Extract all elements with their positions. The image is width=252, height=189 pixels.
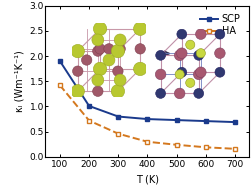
- Circle shape: [114, 34, 126, 46]
- Circle shape: [174, 88, 185, 99]
- Line: SCP: SCP: [57, 59, 237, 125]
- Circle shape: [111, 44, 124, 58]
- Circle shape: [215, 67, 225, 77]
- Circle shape: [114, 74, 126, 86]
- Circle shape: [113, 66, 123, 76]
- Circle shape: [194, 69, 204, 80]
- Circle shape: [93, 86, 103, 96]
- Circle shape: [73, 66, 83, 76]
- HA: [146, 141, 149, 143]
- Circle shape: [196, 67, 206, 77]
- Circle shape: [93, 46, 103, 56]
- SCP: [233, 121, 236, 123]
- Circle shape: [194, 50, 204, 60]
- Circle shape: [177, 29, 187, 39]
- Circle shape: [196, 29, 206, 40]
- SCP: [88, 105, 91, 107]
- Circle shape: [93, 62, 107, 76]
- HA: [117, 132, 120, 135]
- Circle shape: [176, 48, 187, 59]
- SCP: [175, 119, 178, 121]
- Circle shape: [186, 40, 195, 49]
- Circle shape: [95, 44, 105, 54]
- SCP: [146, 118, 149, 120]
- Circle shape: [134, 62, 147, 76]
- SCP: [117, 115, 120, 118]
- Circle shape: [92, 34, 104, 46]
- Circle shape: [135, 44, 145, 54]
- SCP: [58, 60, 61, 62]
- Circle shape: [93, 22, 107, 36]
- Legend: SCP, HA: SCP, HA: [198, 12, 243, 38]
- HA: [58, 84, 61, 86]
- Circle shape: [196, 49, 205, 58]
- Line: HA: HA: [57, 83, 237, 151]
- HA: [204, 146, 207, 148]
- Circle shape: [177, 67, 187, 77]
- Circle shape: [215, 29, 225, 39]
- Circle shape: [156, 50, 166, 60]
- Circle shape: [115, 44, 125, 54]
- Circle shape: [71, 84, 84, 98]
- Circle shape: [92, 74, 104, 86]
- Circle shape: [81, 55, 92, 65]
- Circle shape: [71, 44, 84, 58]
- Y-axis label: κₗ (Wm⁻¹K⁻¹): κₗ (Wm⁻¹K⁻¹): [14, 50, 24, 112]
- Circle shape: [103, 54, 115, 66]
- Circle shape: [111, 84, 124, 98]
- Circle shape: [174, 50, 185, 61]
- X-axis label: T (K): T (K): [136, 174, 159, 184]
- Circle shape: [134, 22, 147, 36]
- Circle shape: [104, 44, 114, 54]
- HA: [233, 148, 236, 150]
- Circle shape: [155, 69, 166, 80]
- SCP: [204, 120, 207, 122]
- HA: [88, 119, 91, 122]
- Circle shape: [194, 88, 204, 98]
- Circle shape: [156, 88, 166, 98]
- Circle shape: [215, 48, 225, 59]
- Circle shape: [186, 78, 195, 88]
- HA: [175, 144, 178, 146]
- Circle shape: [175, 70, 184, 79]
